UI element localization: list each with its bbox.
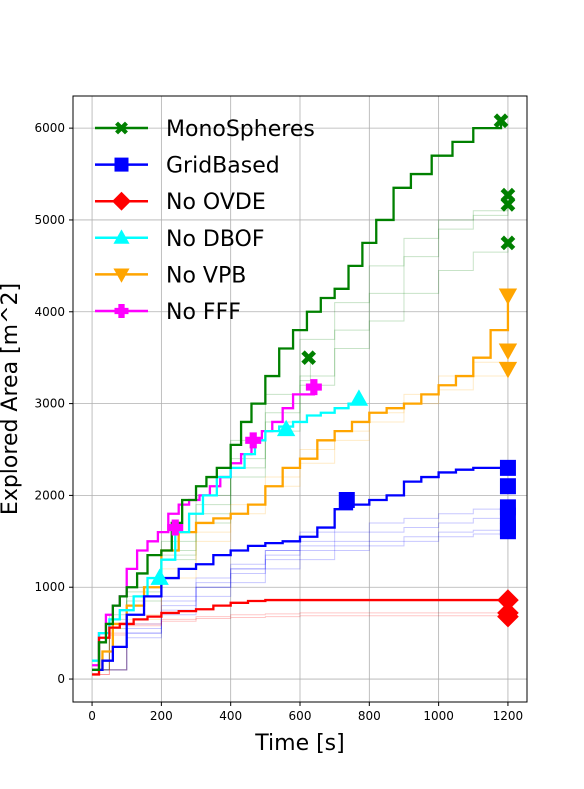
y-tick-label: 2000 <box>34 488 65 502</box>
series-faint-line-1 <box>92 527 509 671</box>
legend-label: No FFF <box>166 300 241 325</box>
legend-marker-bar-b <box>115 121 128 135</box>
series-endpoint-marker-0-bar-b <box>301 350 317 366</box>
x-tick-label: 1200 <box>493 709 524 723</box>
legend-marker <box>113 268 130 283</box>
y-tick-label: 0 <box>57 672 65 686</box>
legend-marker <box>113 229 130 244</box>
legend-marker <box>114 157 129 172</box>
legend-label: MonoSpheres <box>166 117 315 142</box>
series-endpoint-marker-3 <box>349 389 369 406</box>
series-endpoint-marker-5 <box>245 432 262 449</box>
series-faint-line-0 <box>92 206 509 671</box>
x-tick-label: 200 <box>150 709 173 723</box>
legend-label: GridBased <box>166 154 280 179</box>
x-tick-label: 1000 <box>423 709 454 723</box>
series-endpoint-marker-0 <box>493 113 509 129</box>
legend-label: No DBOF <box>166 227 265 252</box>
series-endpoint-marker-0 <box>301 350 317 366</box>
series-endpoint-marker-5 <box>305 379 322 396</box>
y-tick-label: 5000 <box>34 213 65 227</box>
series-endpoint-marker-0-bar-b <box>500 235 516 251</box>
legend-marker <box>112 191 131 211</box>
plot-area <box>92 120 510 676</box>
series-endpoint-marker-4 <box>498 343 518 360</box>
series-endpoint-marker-1 <box>499 523 516 540</box>
y-axis-label: Explored Area [m^2] <box>0 283 23 515</box>
series-endpoint-marker-3 <box>276 419 296 437</box>
series-endpoint-marker-2 <box>497 589 519 611</box>
x-axis-label: Time [s] <box>254 731 344 756</box>
series-endpoint-marker-1 <box>499 459 516 476</box>
legend-marker <box>115 121 128 135</box>
legend-label: No OVDE <box>166 190 266 215</box>
series-main-line-4 <box>92 298 510 672</box>
legend: MonoSpheres GridBased No OVDE No DBOF No VPB… <box>95 117 315 325</box>
y-tick-label: 6000 <box>34 121 65 135</box>
series-layer <box>92 113 519 676</box>
series-endpoint-marker-5 <box>167 519 184 536</box>
series-endpoint-marker-1 <box>338 492 355 508</box>
series-endpoint-marker-0-bar-b <box>500 196 516 212</box>
ticks: 0 200 400 600 800 1000 1200 0 1000 2000 3000 4000 50… <box>34 121 523 723</box>
series-endpoint-marker-4 <box>498 361 518 379</box>
y-tick-label: 3000 <box>34 397 65 411</box>
x-tick-label: 0 <box>88 709 96 723</box>
series-main-line-1 <box>92 466 508 672</box>
series-endpoint-marker-0-bar-b <box>493 113 509 129</box>
series-endpoint-marker-2 <box>497 605 519 628</box>
y-tick-label: 1000 <box>34 580 65 594</box>
x-tick-label: 400 <box>219 709 242 723</box>
series-endpoint-marker-3 <box>150 568 169 585</box>
y-tick-label: 4000 <box>34 305 65 319</box>
series-main-line-2 <box>92 598 508 676</box>
series-endpoint-marker-0 <box>500 235 516 251</box>
series-endpoint-marker-4 <box>498 288 518 305</box>
series-faint-line-1 <box>92 513 509 671</box>
legend-marker <box>114 304 129 318</box>
series-main-line-0 <box>92 120 503 672</box>
series-main-line-3 <box>92 399 361 662</box>
series-endpoint-marker-1 <box>499 478 516 495</box>
x-tick-label: 800 <box>358 709 381 723</box>
series-endpoint-marker-0 <box>500 196 516 212</box>
legend-label: No VPB <box>166 263 246 288</box>
x-tick-label: 600 <box>289 709 312 723</box>
